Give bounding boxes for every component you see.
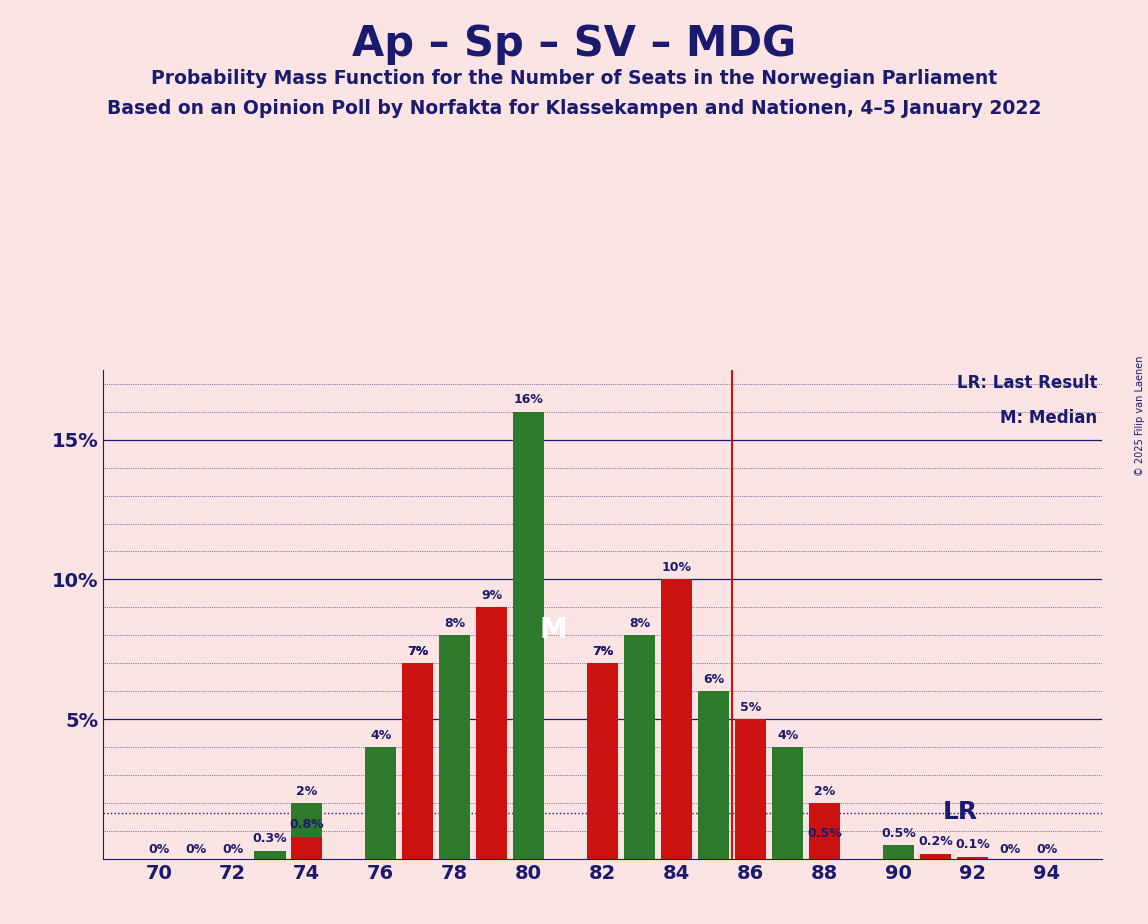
Bar — [625, 636, 656, 859]
Text: 6%: 6% — [703, 673, 724, 686]
Bar — [587, 663, 619, 859]
Text: 0.5%: 0.5% — [882, 827, 916, 840]
Bar — [402, 663, 434, 859]
Text: 0.1%: 0.1% — [955, 838, 990, 851]
Bar — [883, 845, 914, 859]
Bar — [771, 748, 804, 859]
Text: LR: Last Result: LR: Last Result — [956, 374, 1097, 393]
Text: 8%: 8% — [444, 617, 465, 630]
Text: 0.3%: 0.3% — [253, 833, 287, 845]
Text: 0%: 0% — [999, 843, 1021, 856]
Text: 2%: 2% — [296, 784, 317, 797]
Text: Probability Mass Function for the Number of Seats in the Norwegian Parliament: Probability Mass Function for the Number… — [150, 69, 998, 89]
Text: 4%: 4% — [370, 729, 391, 742]
Text: 7%: 7% — [408, 645, 428, 658]
Text: 0%: 0% — [1035, 843, 1057, 856]
Bar — [254, 851, 286, 859]
Bar — [292, 837, 323, 859]
Bar — [476, 607, 507, 859]
Text: LR: LR — [943, 800, 978, 824]
Bar — [365, 748, 396, 859]
Bar — [920, 854, 952, 859]
Text: 10%: 10% — [661, 561, 692, 574]
Bar — [439, 636, 471, 859]
Text: 0%: 0% — [185, 843, 207, 856]
Bar — [587, 663, 619, 859]
Text: 4%: 4% — [777, 729, 798, 742]
Text: 2%: 2% — [814, 784, 836, 797]
Text: 7%: 7% — [592, 645, 613, 658]
Text: M: Median: M: Median — [1000, 408, 1097, 427]
Bar — [735, 720, 767, 859]
Text: Based on an Opinion Poll by Norfakta for Klassekampen and Nationen, 4–5 January : Based on an Opinion Poll by Norfakta for… — [107, 99, 1041, 118]
Text: © 2025 Filip van Laenen: © 2025 Filip van Laenen — [1135, 356, 1145, 476]
Text: 0%: 0% — [148, 843, 170, 856]
Text: M: M — [540, 616, 567, 644]
Text: 5%: 5% — [740, 700, 761, 714]
Text: 8%: 8% — [629, 617, 650, 630]
Bar — [809, 845, 840, 859]
Text: 7%: 7% — [408, 645, 428, 658]
Text: 16%: 16% — [514, 393, 544, 406]
Text: 0%: 0% — [223, 843, 243, 856]
Bar — [957, 857, 988, 859]
Text: 9%: 9% — [481, 589, 503, 602]
Bar — [698, 691, 729, 859]
Bar — [513, 411, 544, 859]
Bar — [402, 663, 434, 859]
Text: 7%: 7% — [592, 645, 613, 658]
Bar — [292, 803, 323, 859]
Bar — [809, 803, 840, 859]
Text: 0.2%: 0.2% — [918, 835, 953, 848]
Text: 0.5%: 0.5% — [807, 827, 841, 840]
Text: Ap – Sp – SV – MDG: Ap – Sp – SV – MDG — [352, 23, 796, 65]
Bar — [661, 579, 692, 859]
Text: 0.8%: 0.8% — [289, 819, 324, 832]
